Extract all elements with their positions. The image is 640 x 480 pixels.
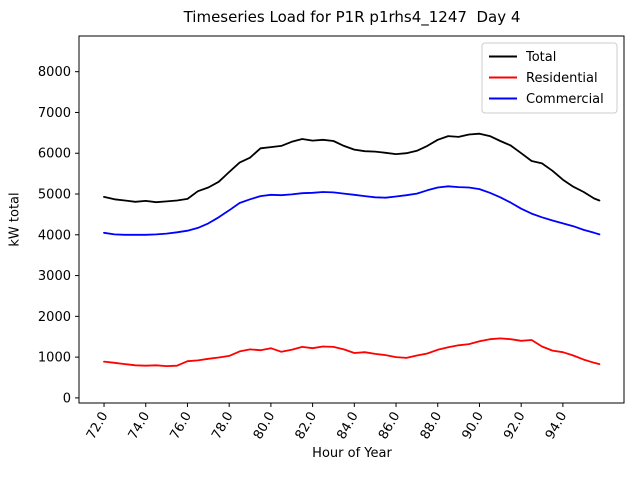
y-axis-tick-label: 0: [63, 391, 71, 406]
x-axis-tick-label: 78.0: [209, 410, 236, 443]
x-axis-tick-label: 88.0: [418, 410, 445, 443]
x-axis-tick-label: 80.0: [251, 410, 278, 443]
series-line-commercial: [103, 185, 601, 236]
y-axis-tick-label: 2000: [38, 310, 71, 325]
series-line-total: [103, 132, 601, 204]
x-axis-tick-label: 92.0: [501, 410, 528, 443]
legend: Total Residential Commercial: [481, 42, 618, 114]
series-line-residential: [103, 337, 601, 368]
y-axis-label: kW total: [7, 192, 23, 247]
x-axis-tick-label: 90.0: [459, 410, 486, 443]
y-axis-tick-label: 5000: [38, 188, 71, 203]
x-axis-tick-label: 82.0: [293, 410, 320, 443]
x-axis-tick-label: 76.0: [167, 410, 194, 443]
legend-entry: Total: [489, 50, 556, 65]
y-axis-tick-label: 8000: [38, 65, 71, 80]
legend-label: Commercial: [526, 92, 604, 107]
x-axis-tick-label: 72.0: [84, 410, 111, 443]
x-axis-tick-label: 74.0: [126, 410, 153, 443]
y-axis-tick-label: 3000: [38, 269, 71, 284]
legend-label: Total: [525, 50, 556, 65]
x-axis-label: Hour of Year: [312, 446, 392, 461]
y-axis-tick-label: 1000: [38, 351, 71, 366]
x-axis-tick-label: 84.0: [334, 410, 361, 443]
x-axis-tick-label: 94.0: [543, 410, 570, 443]
chart-title: Timeseries Load for P1R p1rhs4_1247 Day …: [183, 8, 521, 26]
y-axis-tick-label: 4000: [38, 228, 71, 243]
legend-box: [481, 42, 618, 114]
axis-frame: [78, 35, 625, 404]
legend-entry: Commercial: [489, 92, 604, 107]
y-axis-tick-label: 7000: [38, 106, 71, 121]
x-axis-tick-label: 86.0: [376, 410, 403, 443]
y-axis-tick-label: 6000: [38, 147, 71, 162]
legend-entry: Residential: [489, 71, 598, 86]
legend-label: Residential: [526, 71, 598, 86]
